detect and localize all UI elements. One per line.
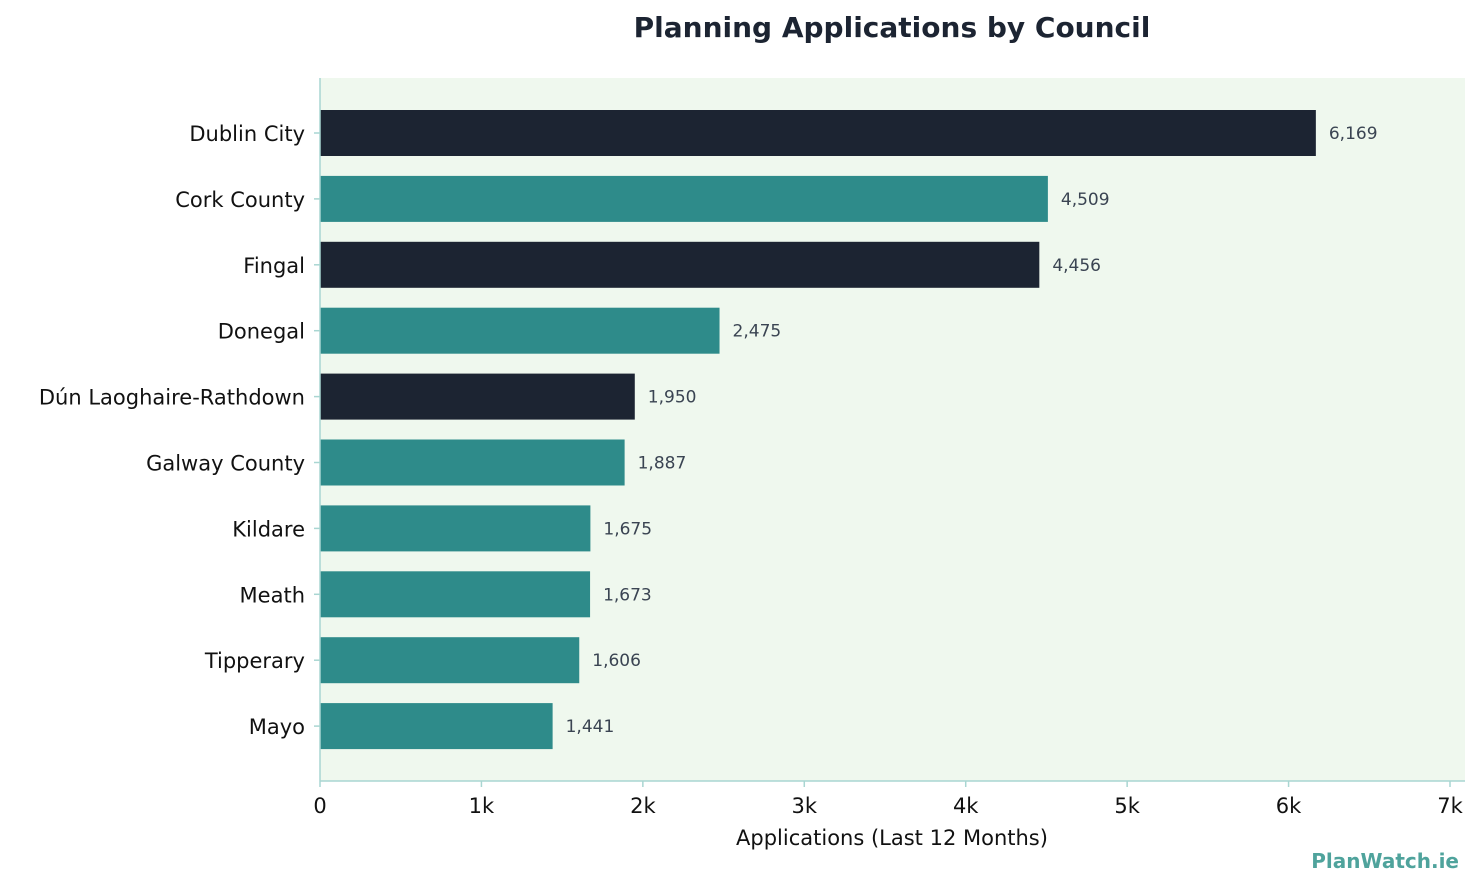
bar bbox=[320, 571, 591, 618]
x-tick-label: 5k bbox=[1114, 794, 1140, 818]
x-tick-label: 7k bbox=[1437, 794, 1463, 818]
x-tick-label: 3k bbox=[792, 794, 818, 818]
value-label: 4,509 bbox=[1061, 190, 1110, 210]
bar bbox=[320, 175, 1048, 222]
value-label: 1,887 bbox=[638, 454, 687, 474]
bar bbox=[320, 373, 635, 420]
x-tick-label: 2k bbox=[630, 794, 656, 818]
x-axis-label: Applications (Last 12 Months) bbox=[736, 826, 1048, 850]
x-tick-label: 1k bbox=[469, 794, 495, 818]
value-label: 1,950 bbox=[648, 388, 697, 408]
value-label: 1,441 bbox=[566, 717, 615, 737]
bar bbox=[320, 637, 580, 684]
bar bbox=[320, 241, 1040, 288]
category-label: Dublin City bbox=[189, 122, 305, 146]
category-label: Tipperary bbox=[204, 649, 305, 673]
value-label: 1,673 bbox=[603, 585, 652, 605]
category-label: Mayo bbox=[249, 715, 305, 739]
value-label: 1,606 bbox=[592, 651, 641, 671]
category-label: Meath bbox=[240, 583, 305, 607]
value-label: 6,169 bbox=[1329, 124, 1378, 144]
bar bbox=[320, 307, 720, 354]
chart-title: Planning Applications by Council bbox=[634, 11, 1151, 44]
category-label: Kildare bbox=[232, 517, 305, 541]
category-label: Dún Laoghaire-Rathdown bbox=[39, 386, 305, 410]
category-label: Galway County bbox=[146, 452, 305, 476]
x-axis-ticks: 0 1k 2k 3k 4k 5k 6k 7k bbox=[313, 781, 1464, 818]
bar bbox=[320, 110, 1316, 156]
value-label: 2,475 bbox=[733, 322, 782, 342]
category-labels: Dublin City Cork County Fingal Donegal Dún L… bbox=[39, 122, 320, 739]
bars-group bbox=[320, 110, 1316, 750]
x-tick-label: 6k bbox=[1276, 794, 1302, 818]
value-label: 1,675 bbox=[603, 519, 652, 539]
bar bbox=[320, 505, 591, 552]
x-tick-label: 4k bbox=[953, 794, 979, 818]
x-tick-label: 0 bbox=[313, 794, 326, 818]
bar bbox=[320, 439, 625, 486]
category-label: Fingal bbox=[243, 254, 305, 278]
value-labels: 6,169 4,509 4,456 2,475 1,950 1,887 1,675 1,673… bbox=[566, 124, 1378, 737]
bar bbox=[320, 703, 553, 750]
value-label: 4,456 bbox=[1052, 256, 1101, 276]
category-label: Cork County bbox=[175, 188, 305, 212]
brand-watermark: PlanWatch.ie bbox=[1311, 849, 1459, 873]
category-label: Donegal bbox=[218, 320, 305, 344]
